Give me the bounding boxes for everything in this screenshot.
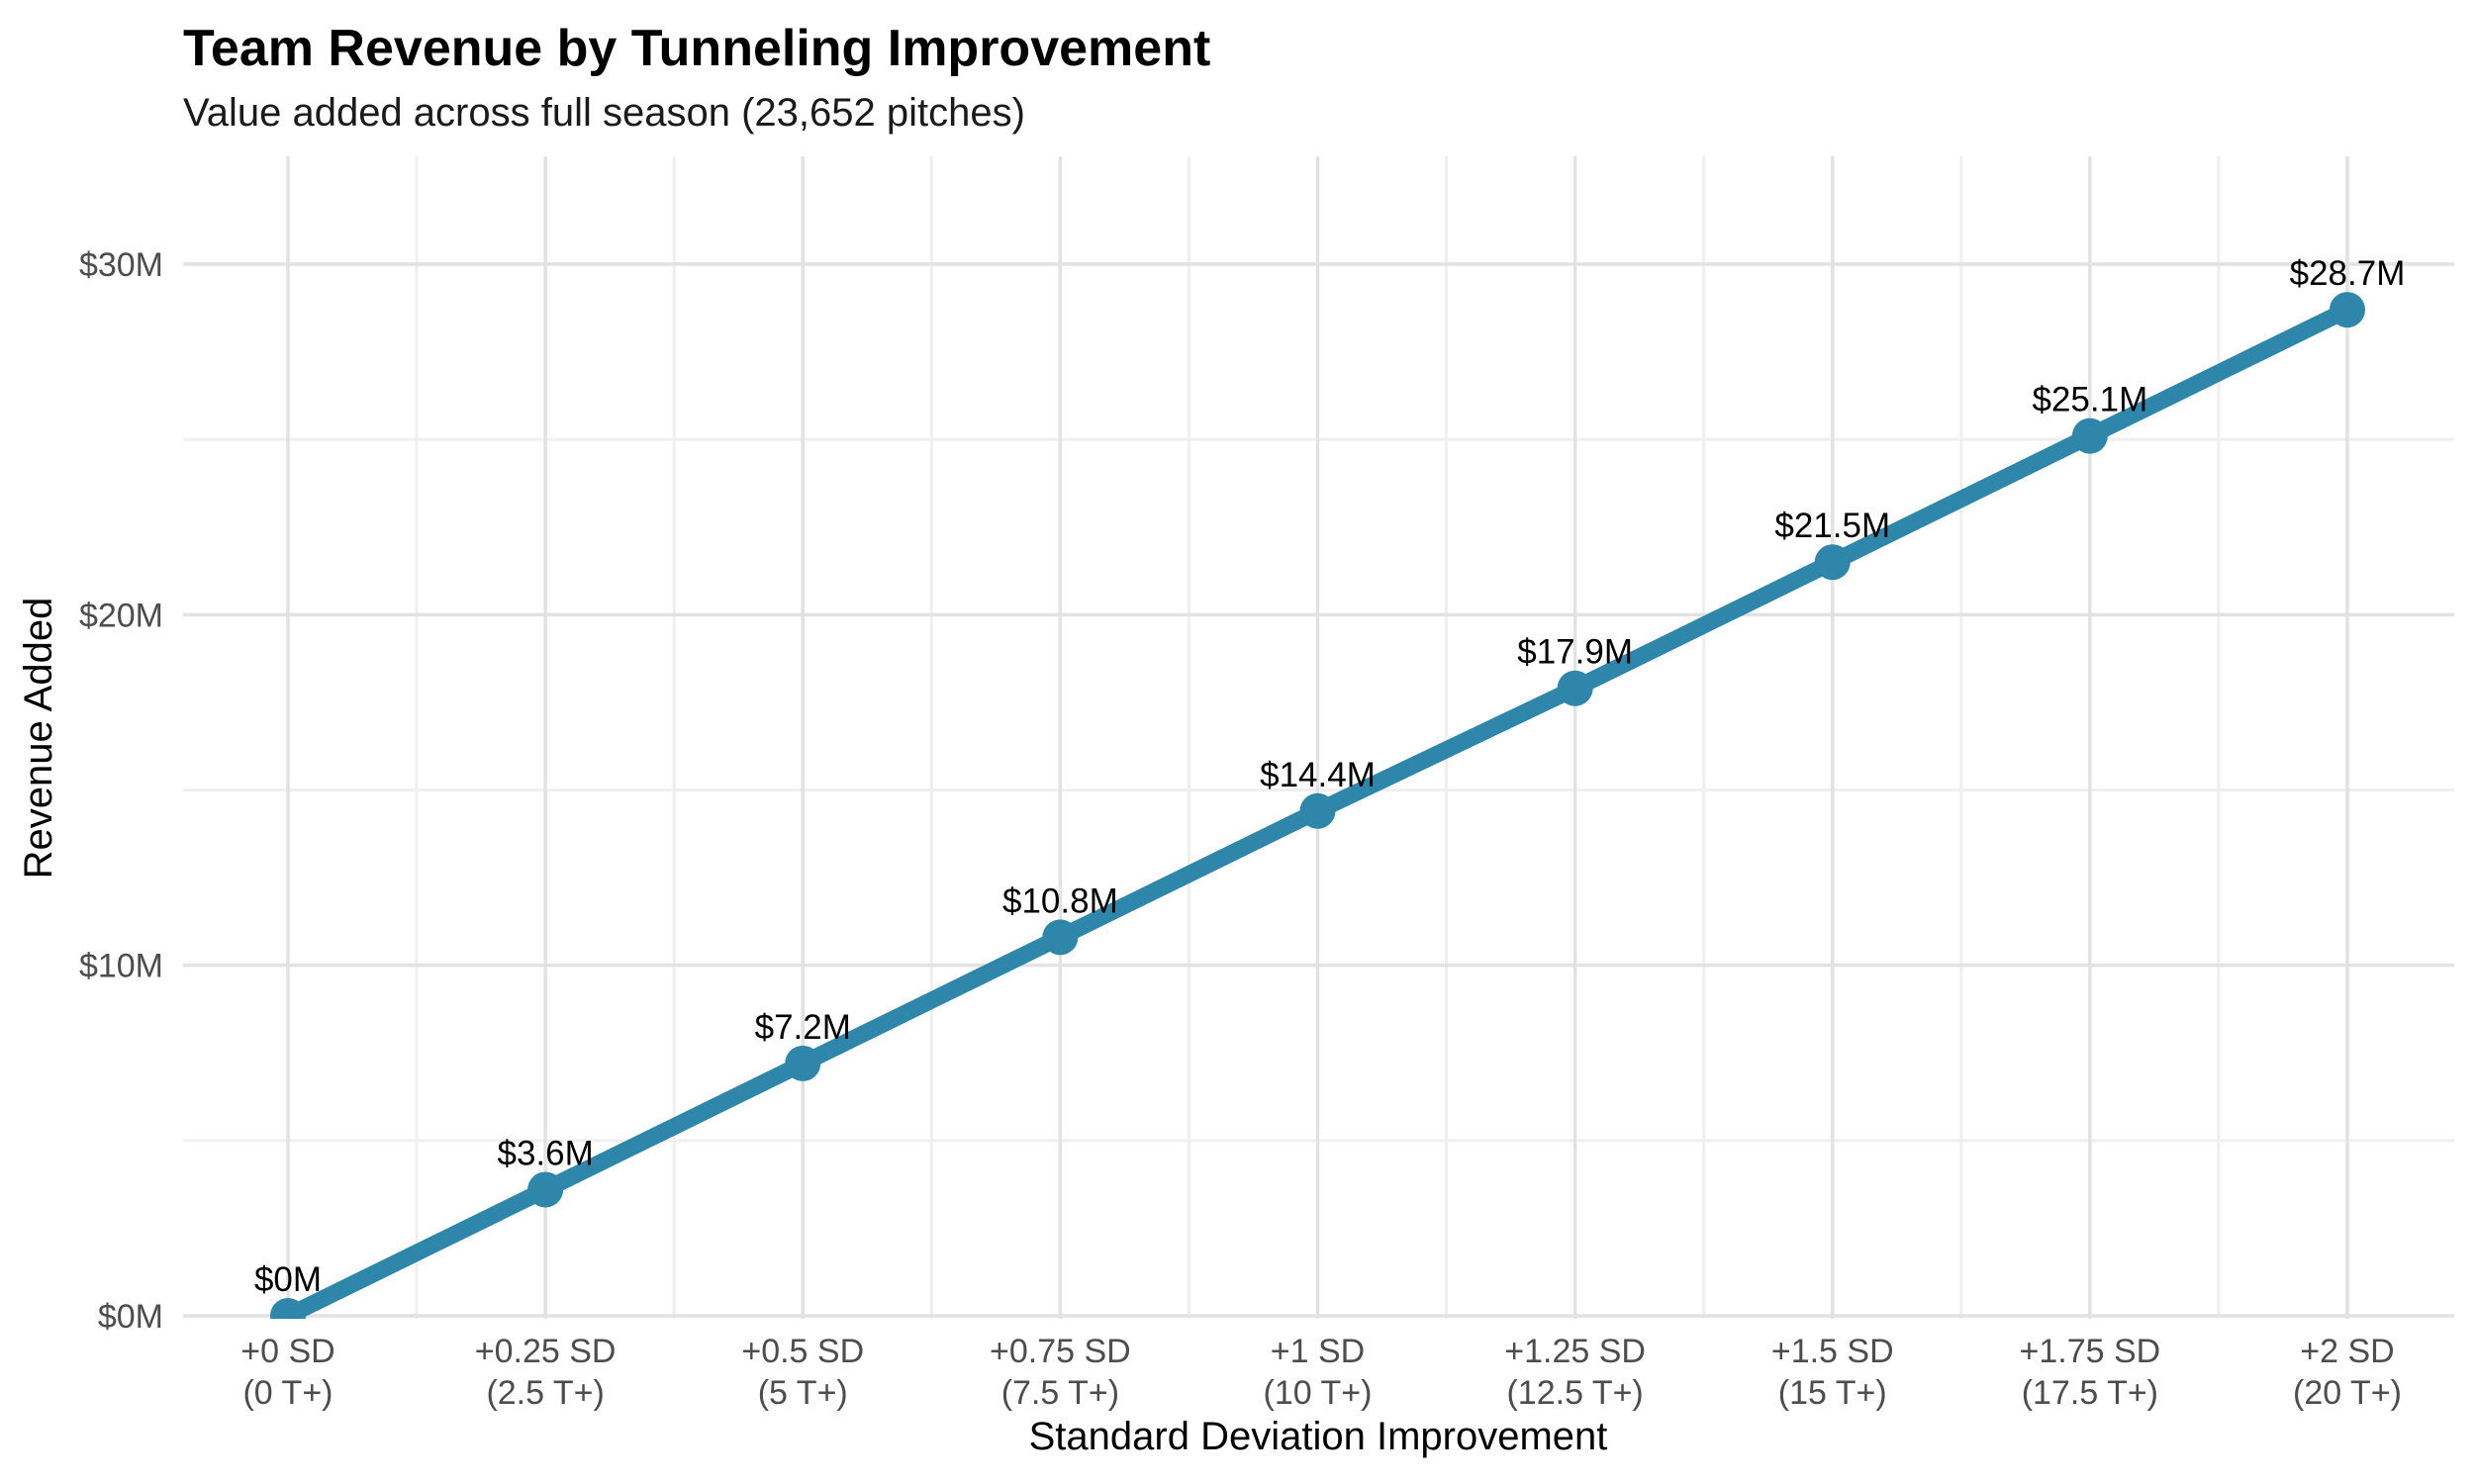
point-value-label: $14.4M: [1260, 756, 1376, 794]
y-axis-title: Revenue Added: [17, 598, 60, 880]
y-tick-label: $30M: [79, 246, 163, 284]
x-tick-label-tunnels: (0 T+): [242, 1374, 333, 1412]
gridlines-major: [183, 156, 2454, 1319]
point-value-label: $17.9M: [1517, 633, 1633, 672]
point-value-label: $7.2M: [755, 1008, 851, 1047]
data-point: [270, 1298, 306, 1319]
data-point: [1299, 792, 1336, 829]
data-point: [1814, 544, 1851, 581]
x-tick-label-sd: +0.25 SD: [475, 1333, 617, 1370]
x-tick-label-tunnels: (2.5 T+): [486, 1374, 604, 1412]
data-point: [785, 1045, 821, 1081]
data-point: [1557, 670, 1593, 706]
point-value-label: $10.8M: [1002, 881, 1118, 920]
data-point: [527, 1171, 564, 1208]
x-tick-label-tunnels: (12.5 T+): [1506, 1374, 1643, 1412]
x-tick-label-tunnels: (5 T+): [758, 1374, 848, 1412]
x-axis-title: Standard Deviation Improvement: [1029, 1415, 1608, 1458]
point-value-label: $0M: [254, 1260, 322, 1299]
y-tick-label: $0M: [98, 1298, 163, 1336]
data-points: [270, 292, 2365, 1319]
y-tick-label: $10M: [79, 948, 163, 985]
x-tick-label-tunnels: (7.5 T+): [1001, 1374, 1119, 1412]
x-tick-label-tunnels: (17.5 T+): [2022, 1374, 2158, 1412]
x-tick-label-tunnels: (20 T+): [2293, 1374, 2402, 1412]
y-tick-label: $20M: [79, 597, 163, 634]
x-tick-label-sd: +0.5 SD: [741, 1333, 864, 1370]
point-value-label: $21.5M: [1774, 507, 1890, 545]
x-tick-label-sd: +1.25 SD: [1504, 1333, 1646, 1370]
point-value-label: $28.7M: [2290, 254, 2406, 293]
chart-title: Team Revenue by Tunneling Improvement: [183, 20, 1210, 77]
x-tick-label-tunnels: (10 T+): [1264, 1374, 1373, 1412]
x-tick-label-sd: +1.5 SD: [1771, 1333, 1894, 1370]
x-tick-label-sd: +1.75 SD: [2020, 1333, 2161, 1370]
x-tick-label-sd: +0.75 SD: [990, 1333, 1131, 1370]
point-value-labels: $0M $3.6M $7.2M $10.8M $14.4M $17.9M $21.5M $25…: [254, 254, 2405, 1299]
data-point: [2071, 417, 2108, 454]
x-tick-label-sd: +0 SD: [240, 1333, 334, 1370]
x-axis-tick-labels: +0 SD (0 T+) +0.25 SD (2.5 T+) +0.5 SD (5 T+)…: [240, 1333, 2402, 1412]
x-tick-label-tunnels: (15 T+): [1778, 1374, 1887, 1412]
point-value-label: $3.6M: [497, 1134, 593, 1172]
point-value-label: $25.1M: [2033, 381, 2148, 419]
data-point: [1042, 919, 1079, 956]
x-tick-label-sd: +2 SD: [2300, 1333, 2394, 1370]
x-tick-label-sd: +1 SD: [1271, 1333, 1365, 1370]
data-point: [2330, 292, 2365, 328]
chart-subtitle: Value added across full season (23,652 p…: [183, 91, 1025, 135]
y-axis-tick-labels: $0M $10M $20M $30M: [79, 246, 163, 1336]
revenue-line-series: [270, 292, 2365, 1319]
